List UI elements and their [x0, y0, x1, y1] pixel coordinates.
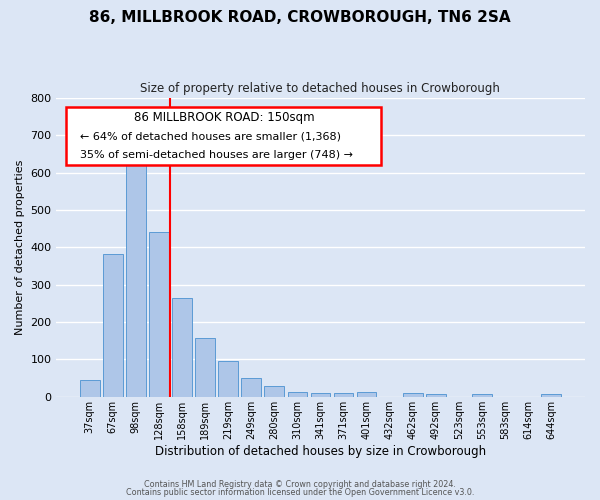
Bar — [218, 361, 238, 397]
Bar — [357, 392, 376, 397]
Bar — [541, 394, 561, 397]
Bar — [265, 386, 284, 397]
Bar — [472, 394, 492, 397]
Bar — [172, 298, 192, 397]
Bar — [334, 392, 353, 397]
Bar — [195, 338, 215, 397]
Bar — [103, 254, 122, 397]
Bar — [311, 392, 330, 397]
Bar — [241, 378, 261, 397]
Bar — [80, 380, 100, 397]
Bar — [126, 164, 146, 397]
Text: 86 MILLBROOK ROAD: 150sqm: 86 MILLBROOK ROAD: 150sqm — [134, 111, 314, 124]
Text: Contains HM Land Registry data © Crown copyright and database right 2024.: Contains HM Land Registry data © Crown c… — [144, 480, 456, 489]
Text: ← 64% of detached houses are smaller (1,368): ← 64% of detached houses are smaller (1,… — [80, 131, 341, 141]
FancyBboxPatch shape — [67, 107, 381, 166]
Y-axis label: Number of detached properties: Number of detached properties — [15, 160, 25, 335]
Bar — [403, 393, 422, 397]
Text: Contains public sector information licensed under the Open Government Licence v3: Contains public sector information licen… — [126, 488, 474, 497]
X-axis label: Distribution of detached houses by size in Crowborough: Distribution of detached houses by size … — [155, 444, 486, 458]
Bar — [149, 232, 169, 397]
Bar — [287, 392, 307, 397]
Text: 35% of semi-detached houses are larger (748) →: 35% of semi-detached houses are larger (… — [80, 150, 353, 160]
Title: Size of property relative to detached houses in Crowborough: Size of property relative to detached ho… — [140, 82, 500, 96]
Text: 86, MILLBROOK ROAD, CROWBOROUGH, TN6 2SA: 86, MILLBROOK ROAD, CROWBOROUGH, TN6 2SA — [89, 10, 511, 25]
Bar — [426, 394, 446, 397]
